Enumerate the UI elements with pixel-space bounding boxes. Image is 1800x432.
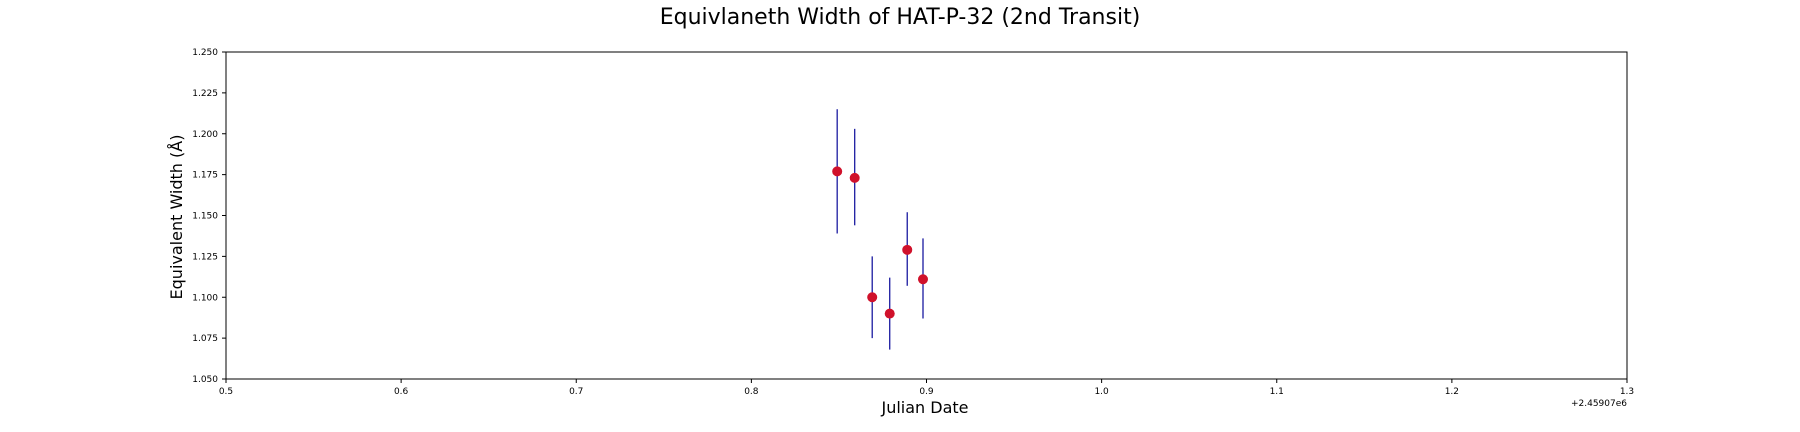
x-tick-label: 1.0	[1094, 387, 1109, 397]
x-tick-label: 0.8	[744, 387, 759, 397]
x-tick-label: 0.5	[219, 387, 233, 397]
data-point	[849, 172, 860, 183]
y-tick-label: 1.225	[192, 89, 218, 99]
y-tick-label: 1.175	[192, 171, 218, 181]
y-tick-label: 1.050	[192, 375, 218, 385]
plot-frame	[225, 51, 1628, 380]
x-tick-label: 0.7	[569, 387, 583, 397]
x-tick-label: 0.9	[919, 387, 934, 397]
y-tick-label: 1.150	[192, 212, 218, 222]
plot-area: 0.5 0.6 0.7 0.8 0.9 1.0 1.1 1.2 1.3 1.050 1.075 1.1…	[192, 48, 1634, 397]
data-point	[917, 274, 928, 285]
x-axis-label: Julian Date	[880, 398, 968, 417]
data-point	[902, 244, 913, 255]
x-tick-label: 1.3	[1620, 387, 1634, 397]
data-point	[832, 166, 843, 177]
y-tick-label: 1.200	[192, 130, 218, 140]
y-tick-label: 1.100	[192, 293, 218, 303]
y-axis-label: Equivalent Width (Å)	[167, 135, 186, 300]
y-tick-label: 1.250	[192, 48, 218, 58]
x-tick-label: 1.2	[1445, 387, 1459, 397]
x-tick-label: 0.6	[394, 387, 409, 397]
chart-title: Equivlaneth Width of HAT-P-32 (2nd Trans…	[660, 5, 1141, 30]
x-tick-label: 1.1	[1270, 387, 1284, 397]
y-tick-label: 1.075	[192, 334, 218, 344]
x-offset-label: +2.45907e6	[1571, 399, 1627, 409]
data-point	[884, 308, 895, 319]
y-tick-label: 1.125	[192, 252, 218, 262]
data-point	[867, 292, 878, 303]
